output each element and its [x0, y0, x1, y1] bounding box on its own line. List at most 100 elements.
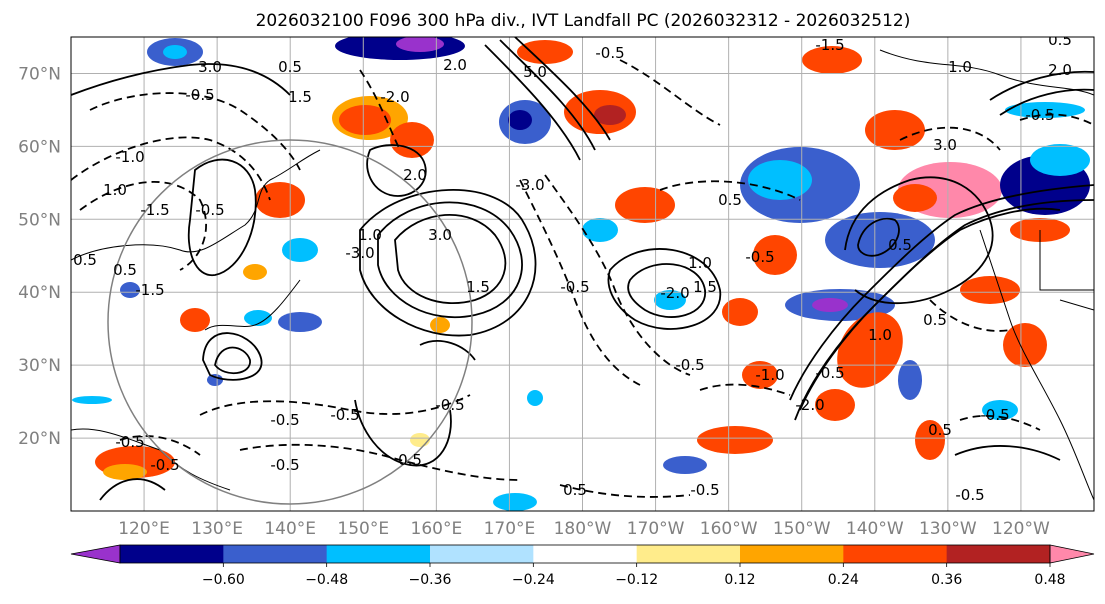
lat-tick-label: 40°N — [18, 283, 61, 303]
lat-tick-label: 50°N — [18, 210, 61, 230]
colorbar-segment — [946, 545, 1051, 563]
contour-label: 1.0 — [103, 181, 127, 199]
contour-solid — [366, 144, 427, 197]
shade-blob — [865, 110, 925, 150]
contour-solid — [359, 189, 537, 337]
contour-label: 2.0 — [1048, 61, 1072, 79]
contour-label: -0.5 — [270, 456, 299, 474]
contour-label: -1.5 — [140, 201, 169, 219]
contour-label: -0.5 — [560, 278, 589, 296]
contour-dashed — [199, 394, 471, 416]
contour-label: 1.5 — [288, 88, 312, 106]
colorbar-frame — [119, 544, 1051, 564]
contour-solid — [354, 399, 452, 467]
shade-blob — [1003, 323, 1047, 367]
shade-blob — [103, 464, 147, 480]
contour-label: 0.5 — [1048, 31, 1072, 49]
contour-lines — [71, 37, 1094, 501]
shade-blob — [396, 37, 444, 52]
lon-tick-label: 140°E — [264, 519, 316, 539]
shade-blob — [410, 433, 430, 447]
contour-label: -1.5 — [815, 36, 844, 54]
contour-dashed — [544, 174, 691, 376]
contour-label: -3.0 — [345, 244, 374, 262]
contour-label: -2.0 — [660, 284, 689, 302]
coastline — [1039, 230, 1094, 311]
contour-solid — [954, 445, 1061, 461]
contour-label: -1.0 — [115, 148, 144, 166]
contour-label: -2.0 — [795, 396, 824, 414]
contour-label: 1.5 — [693, 278, 717, 296]
shade-blob — [180, 308, 210, 332]
colorbar: −0.60 −0.48 −0.36 −0.24 −0.12 0.12 0.24 0.36 0.4… — [70, 544, 1095, 588]
contour-label: -0.5 — [1025, 106, 1054, 124]
colorbar-segment — [843, 545, 948, 563]
contour-label: 1.0 — [948, 58, 972, 76]
shade-blob — [594, 105, 626, 125]
contour-label: -0.5 — [595, 44, 624, 62]
colorbar-tick-label: −0.48 — [305, 572, 348, 588]
shade-blob — [120, 282, 140, 298]
colorbar-tick-label: −0.36 — [409, 572, 452, 588]
contour-dashed — [959, 414, 1041, 431]
contour-dashed — [929, 299, 1011, 332]
contour-label: -1.0 — [755, 366, 784, 384]
contour-label: -0.5 — [330, 406, 359, 424]
contour-label: -0.5 — [195, 201, 224, 219]
lon-tick-label: 130°E — [191, 519, 243, 539]
contour-label: 0.5 — [923, 311, 947, 329]
contour-label: 2.0 — [403, 166, 427, 184]
lon-tick-labels: 120°E 130°E 140°E 150°E 160°E 170°E 180°W 170°W… — [118, 519, 1050, 539]
shade-blob — [1030, 144, 1090, 176]
contour-label: -2.0 — [380, 88, 409, 106]
coastlines — [71, 49, 1094, 501]
shade-blob — [517, 40, 573, 64]
contour-label: -0.5 — [185, 86, 214, 104]
divergence-shading — [72, 37, 1090, 511]
contour-dashed — [89, 92, 301, 171]
shade-blob — [960, 276, 1020, 304]
lat-tick-label: 70°N — [18, 64, 61, 84]
shade-blob — [837, 312, 903, 388]
contour-label: 0.5 — [718, 191, 742, 209]
contour-solid — [627, 263, 706, 318]
lon-tick-label: 180°W — [554, 519, 612, 539]
contour-label: 0.5 — [73, 251, 97, 269]
contour-label: -0.5 — [435, 396, 464, 414]
shade-blob — [742, 361, 778, 389]
shade-blob — [898, 360, 922, 400]
shade-blob — [282, 238, 318, 262]
shade-blob — [982, 400, 1018, 420]
contour-label: 0.5 — [398, 451, 422, 469]
lon-tick-label: 130°W — [919, 519, 977, 539]
contour-label: 0.5 — [278, 58, 302, 76]
contour-solid — [484, 37, 611, 161]
contour-label: 2.0 — [443, 56, 467, 74]
contour-solid — [377, 201, 523, 319]
contour-label: 0.5 — [888, 236, 912, 254]
shade-blob — [527, 390, 543, 406]
map-frame — [70, 36, 1095, 512]
contour-dashed-lines — [71, 59, 1094, 498]
contour-dashed — [119, 435, 201, 456]
shade-blob — [493, 493, 537, 511]
coastline — [71, 149, 321, 261]
shade-blob — [753, 235, 797, 275]
contour-dashed — [899, 126, 1001, 151]
contour-solid — [187, 158, 257, 276]
contour-label: 1.0 — [868, 326, 892, 344]
contour-label: 3.0 — [933, 136, 957, 154]
colorbar-segment — [636, 545, 741, 563]
contour-solid — [844, 176, 994, 305]
region-circle — [107, 139, 473, 505]
shade-blob — [243, 264, 267, 280]
contour-label: -0.5 — [745, 248, 774, 266]
colorbar-tick-label: 0.48 — [1034, 572, 1065, 588]
colorbar-segment — [430, 545, 534, 563]
coastline — [979, 229, 1094, 501]
map-panel: 3.0-0.50.51.5 -2.02.0 5.0-1.01.0-1.5 -0.50.… — [70, 31, 1095, 512]
contour-dashed — [239, 443, 521, 481]
shade-blob — [508, 110, 532, 130]
contour-dashed — [559, 484, 691, 498]
colorbar-tick-label: 0.36 — [931, 572, 962, 588]
